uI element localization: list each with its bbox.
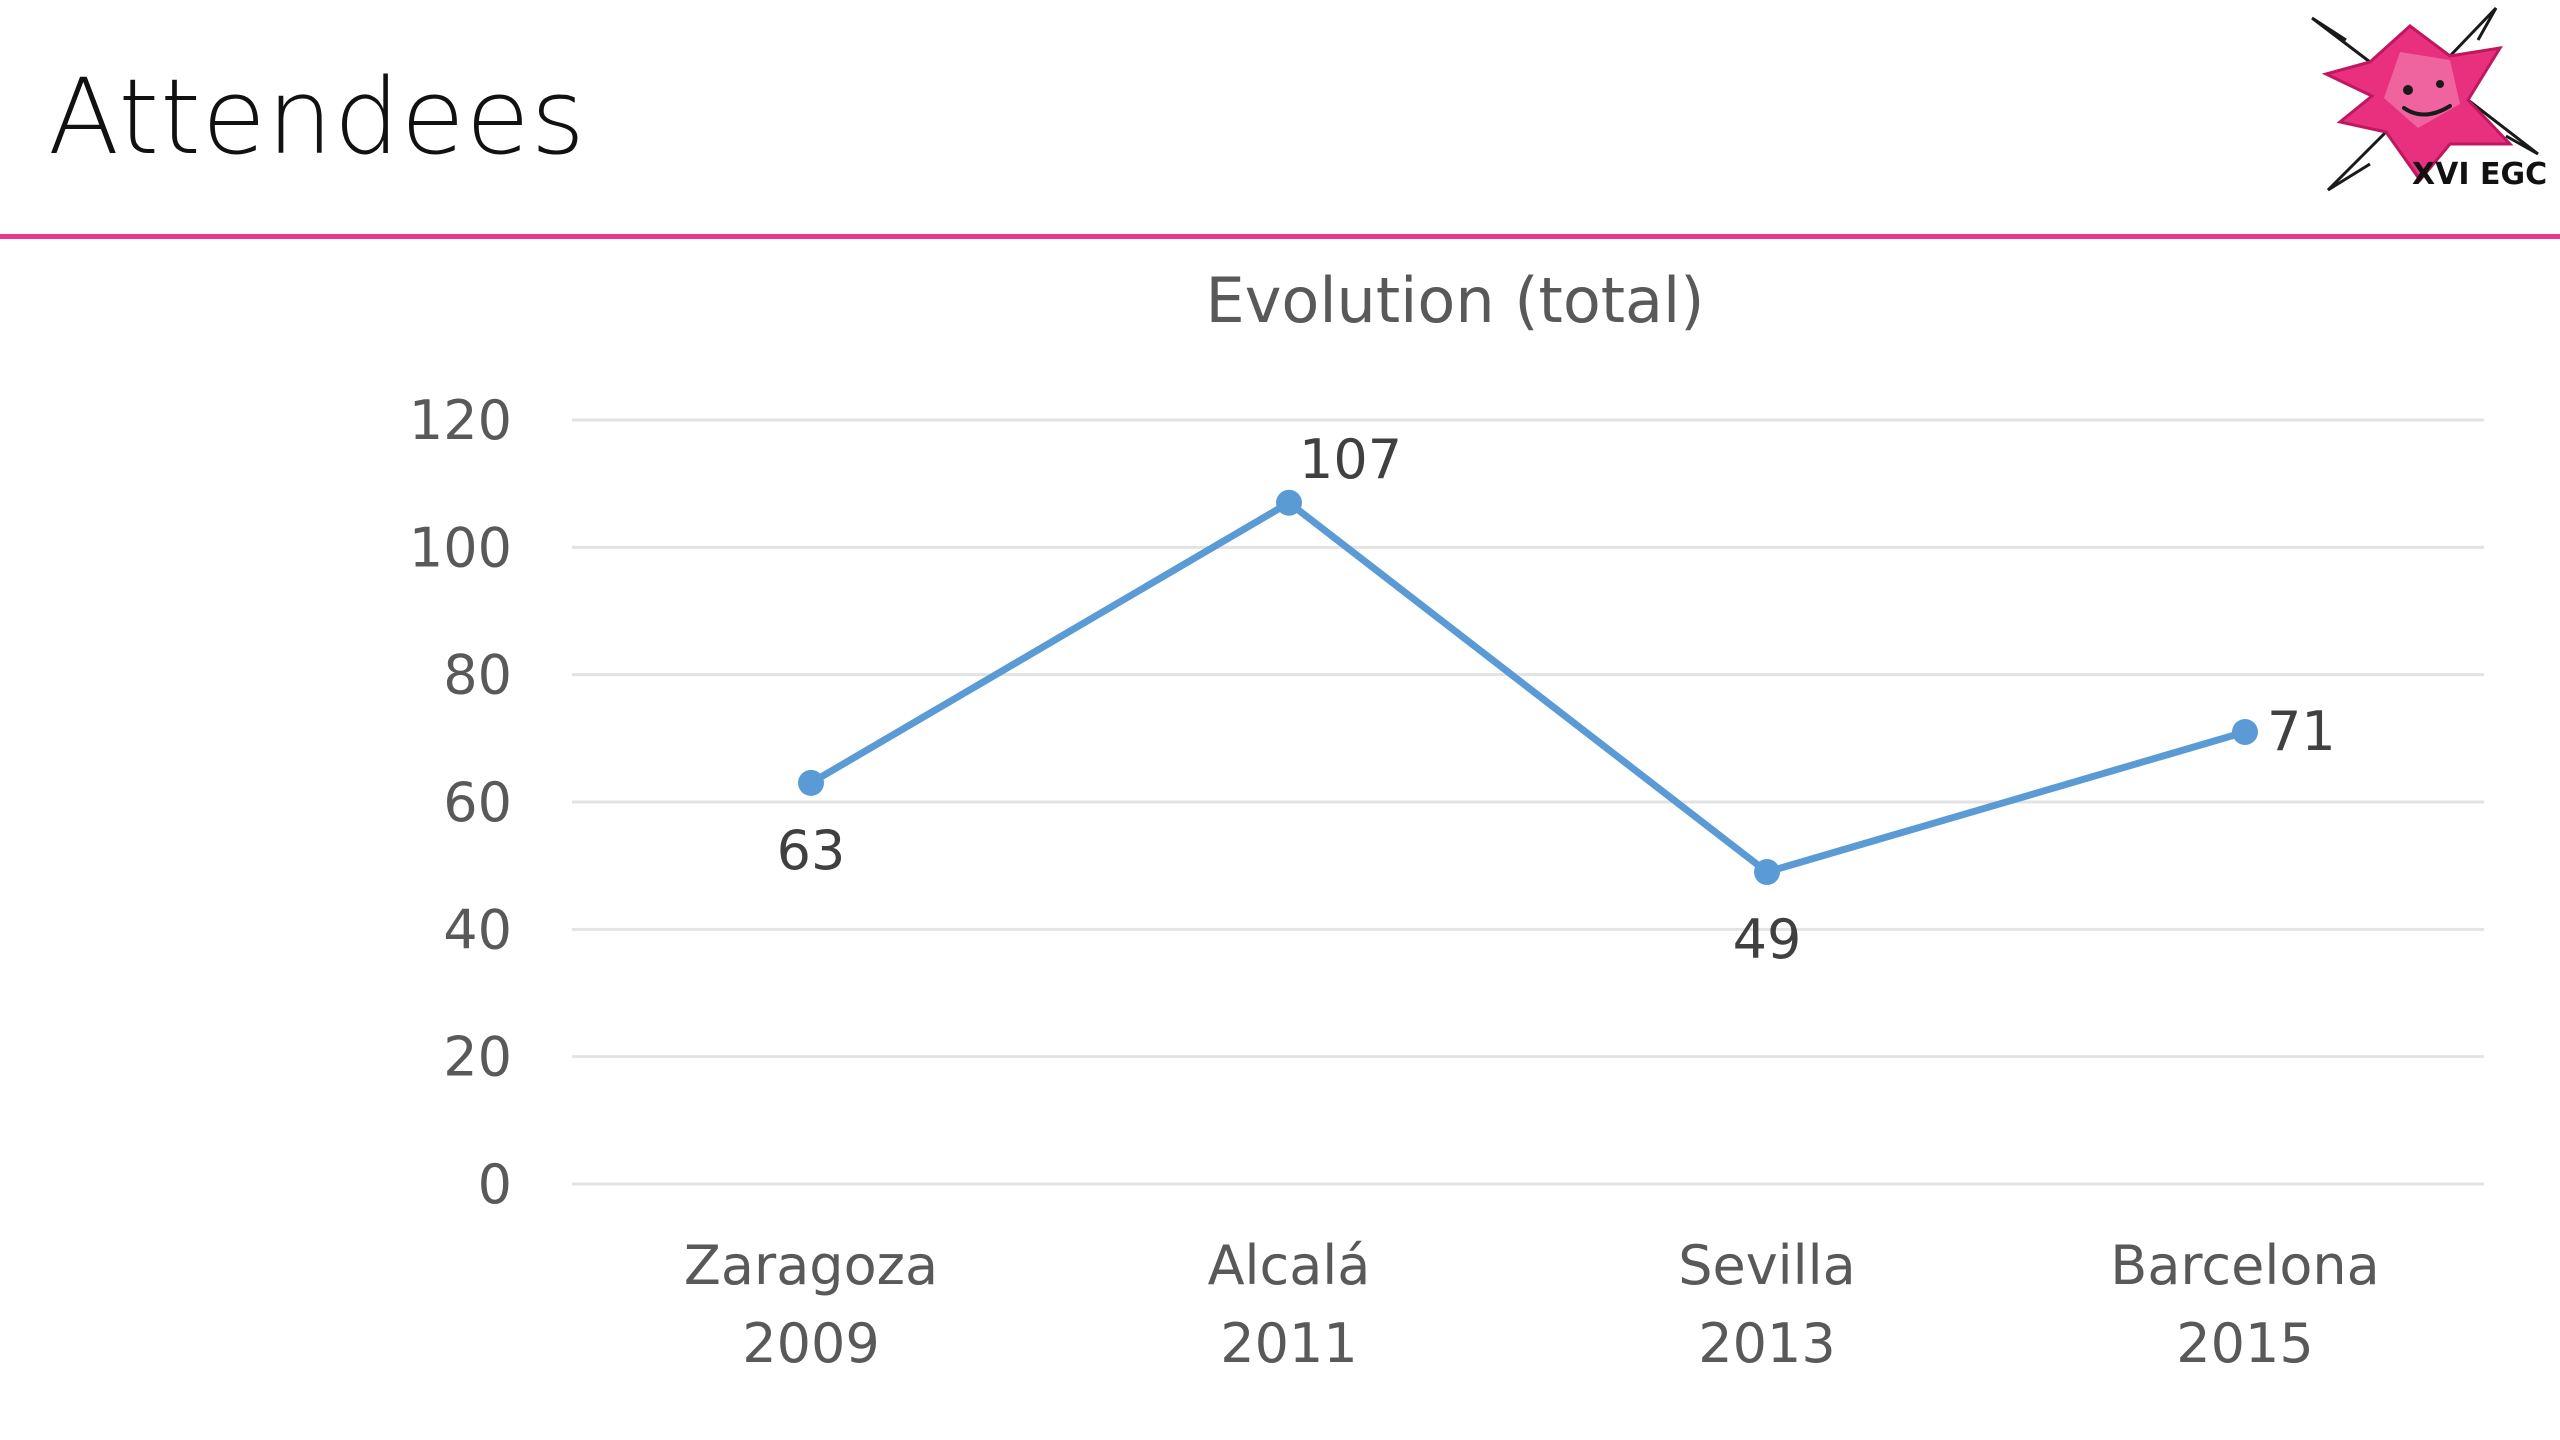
chart-title: Evolution (total) bbox=[1206, 264, 1705, 337]
data-label: 49 bbox=[1733, 908, 1802, 971]
y-tick-label: 0 bbox=[478, 1153, 512, 1216]
gridlines bbox=[572, 418, 2484, 1186]
x-tick-label: Barcelona 2015 bbox=[2110, 1234, 2379, 1375]
y-axis-ticks: 0 20 40 60 80 100 120 bbox=[409, 389, 512, 1216]
y-tick-label: 60 bbox=[443, 771, 512, 834]
y-tick-label: 120 bbox=[409, 389, 512, 452]
egc-logo bbox=[2311, 6, 2539, 192]
data-point bbox=[1276, 489, 1302, 516]
y-tick-label: 40 bbox=[443, 898, 512, 961]
line-chart: Evolution (total) 0 20 40 60 80 100 120 Zarago… bbox=[409, 264, 2484, 1375]
data-label: 71 bbox=[2267, 700, 2336, 763]
data-point bbox=[2232, 718, 2258, 745]
data-label: 63 bbox=[777, 819, 846, 882]
x-tick-label: Alcalá 2011 bbox=[1208, 1234, 1371, 1375]
x-tick-label: Zaragoza 2009 bbox=[684, 1234, 938, 1375]
data-point bbox=[1754, 859, 1780, 886]
y-tick-label: 80 bbox=[443, 644, 512, 707]
data-label: 107 bbox=[1299, 428, 1402, 491]
title-divider bbox=[0, 234, 2560, 239]
logo-text: XVI EGC bbox=[2412, 157, 2548, 192]
x-axis-ticks: Zaragoza 2009 Alcalá 2011 Sevilla 2013 Barcelo… bbox=[684, 1234, 2380, 1375]
series-line bbox=[807, 499, 2249, 876]
data-labels: 63 107 49 71 bbox=[777, 428, 2336, 971]
series-line-group bbox=[807, 499, 2249, 876]
y-tick-label: 20 bbox=[443, 1026, 512, 1089]
data-point bbox=[798, 769, 824, 796]
data-points bbox=[798, 489, 2258, 886]
slide-title: Attendees bbox=[48, 56, 586, 178]
y-tick-label: 100 bbox=[409, 516, 512, 579]
x-tick-label: Sevilla 2013 bbox=[1678, 1234, 1856, 1375]
